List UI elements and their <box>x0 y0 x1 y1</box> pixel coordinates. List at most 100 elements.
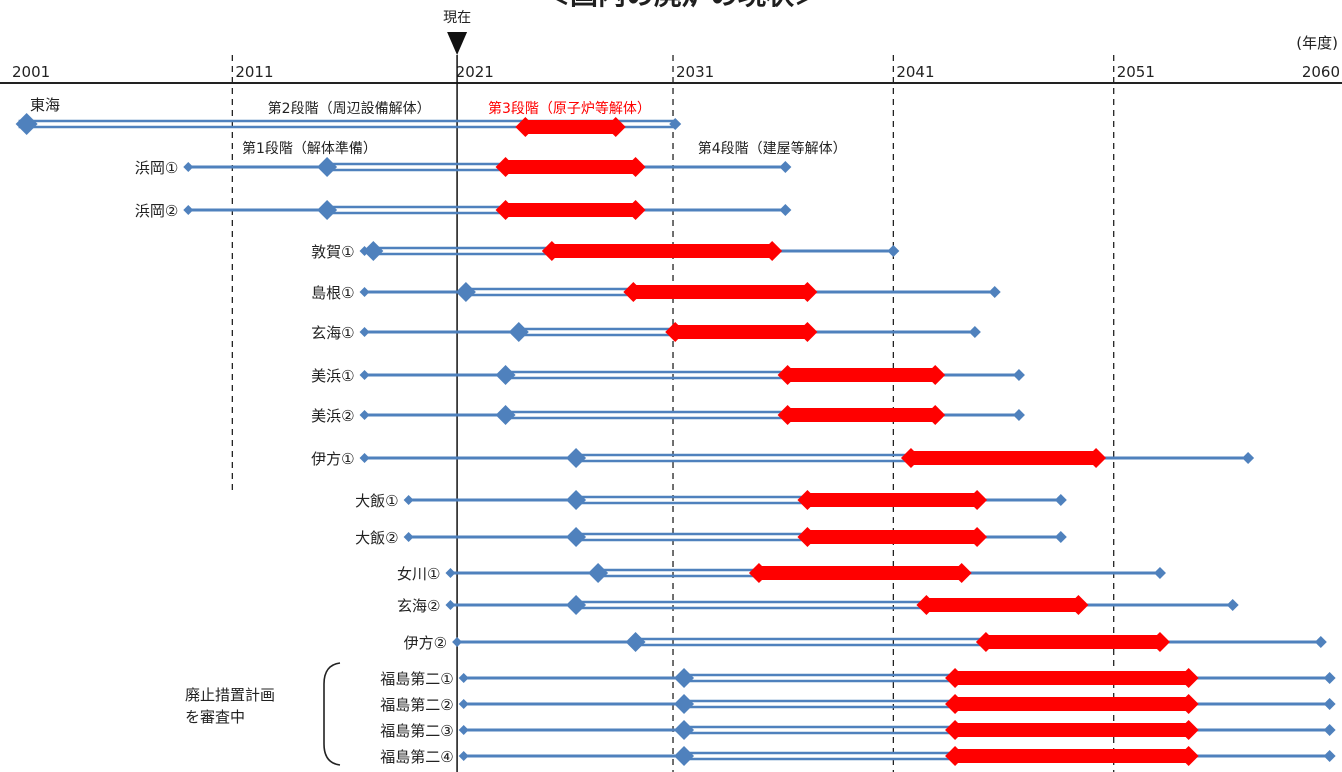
row-label: 美浜① <box>311 367 354 385</box>
start-marker <box>445 600 456 610</box>
stage2-start-marker <box>566 490 587 510</box>
start-marker <box>183 162 194 172</box>
stage3-start-marker <box>515 117 536 137</box>
stage3-end-marker <box>625 157 646 177</box>
stage3-start-marker <box>900 448 921 468</box>
start-marker <box>359 327 370 337</box>
end-marker <box>669 118 682 130</box>
stage3-start-marker <box>945 720 966 740</box>
start-marker <box>403 495 414 505</box>
stage3-end-marker <box>1178 694 1199 714</box>
stage2-start-marker <box>566 595 587 615</box>
stage3-end-marker <box>951 563 972 583</box>
timeline-row <box>403 490 1067 510</box>
stage3-start-marker <box>945 694 966 714</box>
stage3-start-marker <box>748 563 769 583</box>
row-label: 美浜② <box>311 407 354 425</box>
stage2-start-marker <box>317 157 338 177</box>
row-label: 大飯② <box>355 529 398 547</box>
stage2-start-marker <box>566 448 587 468</box>
current-marker-label: 現在 <box>443 10 471 26</box>
x-tick-label: 2060 <box>1302 63 1340 81</box>
stage3-end-marker <box>1178 746 1199 766</box>
row-label: 敦賀① <box>311 243 354 261</box>
end-marker <box>1054 494 1067 506</box>
current-marker-arrow <box>447 32 468 55</box>
end-marker <box>1226 599 1239 611</box>
timeline-row <box>445 595 1239 615</box>
stage3-end-marker <box>1086 448 1107 468</box>
stage2-start-marker <box>363 241 384 261</box>
note-line: を審査中 <box>185 708 245 726</box>
start-marker <box>359 287 370 297</box>
x-tick-label: 2001 <box>12 63 50 81</box>
timeline-row <box>359 241 900 261</box>
stage3-start-marker <box>945 668 966 688</box>
stage-label: 第3段階（原子炉等解体） <box>488 100 651 117</box>
stage3-start-marker <box>495 200 516 220</box>
timeline-row <box>359 322 981 342</box>
stage3-start-marker <box>777 365 798 385</box>
x-tick-label: 2011 <box>235 63 273 81</box>
start-marker <box>458 673 469 683</box>
stage3-start-marker <box>797 490 818 510</box>
stage2-start-marker <box>495 365 516 385</box>
stage3-start-marker <box>945 746 966 766</box>
row-label: 福島第二③ <box>380 722 453 740</box>
stage3-start-marker <box>541 241 562 261</box>
x-tick-label: 2031 <box>676 63 714 81</box>
stage3-start-marker <box>623 282 644 302</box>
stage3-end-marker <box>925 405 946 425</box>
x-axis: 2001 2011 2021 2031 2041 2051 2060 <box>0 63 1342 84</box>
stage-labels: 第2段階（周辺設備解体） 第3段階（原子炉等解体） 第1段階（解体準備） 第4段階（建… <box>242 100 847 157</box>
start-marker <box>359 453 370 463</box>
stage2-start-marker <box>455 282 476 302</box>
timeline-row <box>15 113 682 137</box>
stage3-start-marker <box>495 157 516 177</box>
row-label: 浜岡② <box>135 202 178 220</box>
timeline-row <box>445 563 1166 583</box>
stage3-start-marker <box>777 405 798 425</box>
stage3-start-marker <box>916 595 937 615</box>
timeline-row <box>458 668 1336 688</box>
stage2-start-marker <box>566 527 587 547</box>
start-marker <box>15 113 38 135</box>
row-label: 浜岡① <box>135 159 178 177</box>
stage3-start-marker <box>975 632 996 652</box>
stage2-start-marker <box>588 563 609 583</box>
timeline-row <box>458 694 1336 714</box>
timeline-row <box>458 746 1336 766</box>
stage3-start-marker <box>797 527 818 547</box>
row-label: 伊方① <box>311 450 354 468</box>
stage2-start-marker <box>508 322 529 342</box>
current-marker: 現在 <box>443 10 471 772</box>
stage3-end-marker <box>797 282 818 302</box>
stage3-end-marker <box>625 200 646 220</box>
end-marker <box>1323 724 1336 736</box>
row-label: 伊方② <box>404 634 447 652</box>
stage2-start-marker <box>674 746 695 766</box>
stage-label: 第4段階（建屋等解体） <box>698 140 847 157</box>
stage2-start-marker <box>674 720 695 740</box>
row-label: 東海 <box>30 96 60 114</box>
end-marker <box>988 286 1001 298</box>
note-bracket <box>323 662 341 766</box>
start-marker <box>403 532 414 542</box>
stage3-start-marker <box>665 322 686 342</box>
row-label: 島根① <box>311 284 354 302</box>
timeline-row <box>183 157 792 177</box>
x-tick-label: 2021 <box>456 63 494 81</box>
timeline-rows <box>15 113 1336 766</box>
row-label: 女川① <box>397 565 440 583</box>
end-marker <box>1323 672 1336 684</box>
row-label: 福島第二② <box>380 696 453 714</box>
x-tick-label: 2041 <box>896 63 934 81</box>
timeline-row <box>403 527 1067 547</box>
start-marker <box>445 568 456 578</box>
stage2-start-marker <box>674 668 695 688</box>
stage3-end-marker <box>762 241 783 261</box>
end-marker <box>1323 698 1336 710</box>
end-marker <box>1054 531 1067 543</box>
